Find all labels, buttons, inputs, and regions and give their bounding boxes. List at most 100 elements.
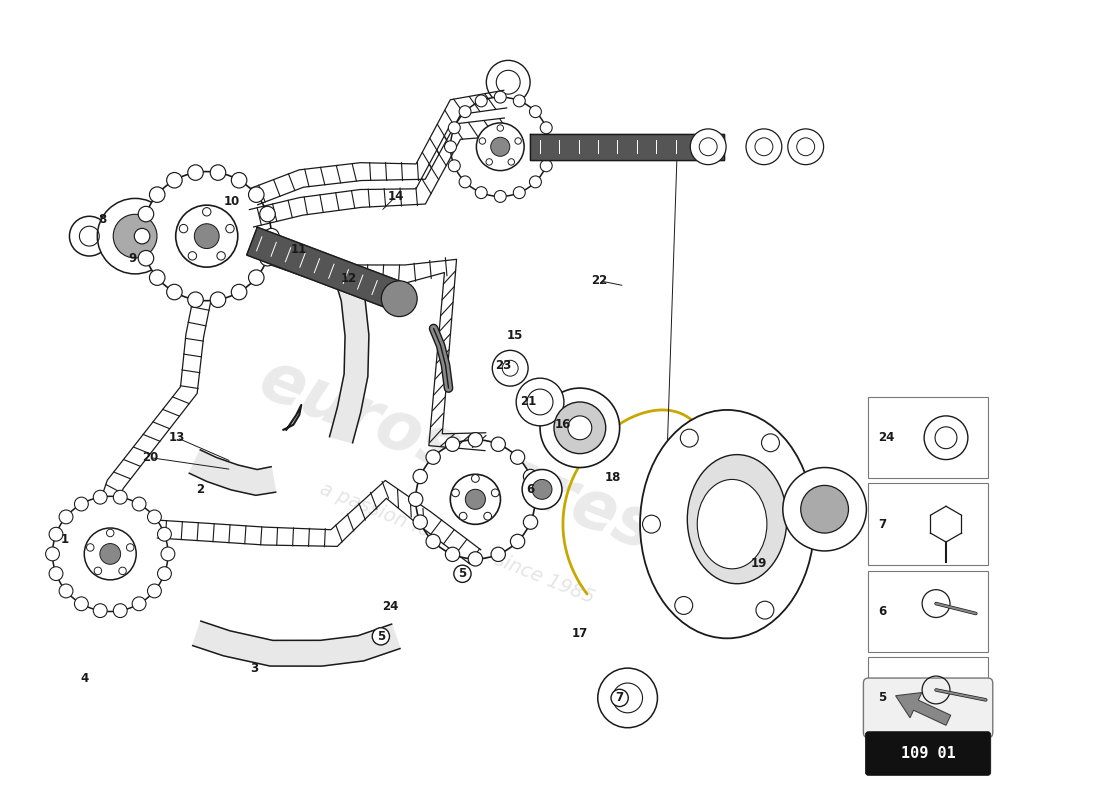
Text: 6: 6	[878, 605, 887, 618]
Text: 19: 19	[751, 558, 767, 570]
Circle shape	[452, 489, 460, 497]
Circle shape	[166, 173, 183, 188]
Ellipse shape	[640, 410, 814, 638]
Polygon shape	[189, 450, 276, 495]
Circle shape	[100, 543, 121, 564]
Circle shape	[95, 567, 101, 574]
Circle shape	[217, 252, 226, 260]
Circle shape	[69, 216, 109, 256]
Circle shape	[510, 450, 525, 464]
Circle shape	[94, 604, 107, 618]
Circle shape	[446, 437, 460, 451]
Circle shape	[176, 205, 238, 267]
Circle shape	[522, 470, 562, 510]
Circle shape	[50, 566, 63, 581]
Circle shape	[139, 206, 154, 222]
Text: 14: 14	[387, 190, 404, 203]
Text: 21: 21	[520, 395, 536, 409]
Text: 8: 8	[98, 213, 107, 226]
Circle shape	[166, 284, 183, 300]
Circle shape	[444, 141, 456, 153]
Circle shape	[540, 388, 619, 467]
Circle shape	[231, 173, 246, 188]
Circle shape	[459, 106, 471, 118]
Text: 10: 10	[223, 195, 240, 208]
Circle shape	[147, 510, 162, 524]
Circle shape	[449, 122, 460, 134]
Circle shape	[195, 224, 219, 249]
Circle shape	[161, 547, 175, 561]
Circle shape	[674, 597, 693, 614]
Polygon shape	[895, 693, 950, 726]
Circle shape	[568, 416, 592, 440]
Circle shape	[382, 281, 417, 317]
Circle shape	[210, 292, 225, 307]
Circle shape	[642, 515, 660, 533]
Circle shape	[59, 510, 73, 524]
Circle shape	[801, 486, 848, 533]
Circle shape	[597, 668, 658, 728]
Circle shape	[226, 225, 234, 233]
Circle shape	[188, 165, 204, 180]
Circle shape	[132, 497, 146, 511]
Circle shape	[475, 95, 487, 107]
FancyBboxPatch shape	[868, 483, 988, 565]
Polygon shape	[192, 621, 400, 666]
FancyBboxPatch shape	[864, 678, 993, 738]
Text: eurospares: eurospares	[250, 346, 664, 565]
Circle shape	[469, 433, 483, 447]
Circle shape	[524, 515, 538, 530]
Circle shape	[528, 492, 542, 506]
Circle shape	[142, 171, 272, 301]
Circle shape	[492, 489, 499, 497]
Circle shape	[476, 123, 524, 170]
Circle shape	[150, 187, 165, 202]
Circle shape	[459, 176, 471, 188]
Circle shape	[486, 60, 530, 104]
FancyBboxPatch shape	[868, 658, 988, 738]
Circle shape	[264, 229, 279, 244]
Text: 7: 7	[878, 518, 887, 530]
Circle shape	[451, 97, 550, 197]
Circle shape	[794, 515, 812, 533]
Circle shape	[484, 512, 492, 520]
Circle shape	[469, 552, 483, 566]
Circle shape	[756, 601, 774, 619]
Circle shape	[540, 122, 552, 134]
Text: 15: 15	[507, 329, 524, 342]
Circle shape	[188, 292, 204, 307]
Circle shape	[761, 434, 780, 452]
Circle shape	[94, 490, 107, 504]
Circle shape	[147, 584, 162, 598]
Polygon shape	[284, 405, 301, 430]
Polygon shape	[246, 227, 402, 310]
Circle shape	[414, 470, 428, 484]
Circle shape	[497, 125, 504, 131]
Circle shape	[126, 544, 134, 551]
Polygon shape	[330, 266, 369, 442]
Circle shape	[85, 528, 136, 580]
Text: 7: 7	[616, 691, 624, 705]
Text: 13: 13	[168, 431, 185, 444]
Polygon shape	[530, 134, 724, 160]
Circle shape	[157, 566, 172, 581]
Text: 22: 22	[592, 274, 608, 287]
Circle shape	[544, 141, 556, 153]
Circle shape	[508, 158, 515, 165]
Circle shape	[472, 474, 480, 482]
Circle shape	[202, 207, 211, 216]
Circle shape	[491, 437, 505, 451]
Circle shape	[491, 547, 505, 562]
Circle shape	[87, 544, 94, 551]
Circle shape	[494, 91, 506, 103]
Circle shape	[426, 534, 440, 549]
Circle shape	[249, 187, 264, 202]
Circle shape	[515, 138, 521, 144]
Circle shape	[494, 190, 506, 202]
Circle shape	[107, 530, 114, 537]
Circle shape	[75, 597, 88, 610]
Ellipse shape	[697, 479, 767, 569]
Text: 6: 6	[526, 483, 535, 496]
Circle shape	[680, 429, 698, 447]
Text: a passion for parts since 1985: a passion for parts since 1985	[317, 479, 597, 607]
